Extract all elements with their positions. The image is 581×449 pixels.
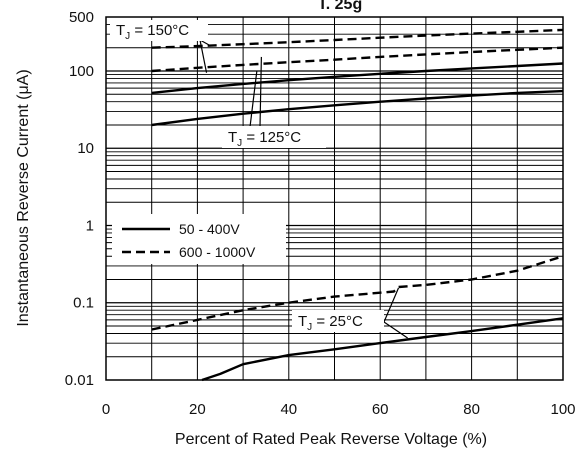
chart-title: T. 25g bbox=[318, 0, 362, 13]
series-line-solid bbox=[151, 62, 564, 95]
x-tick-label: 20 bbox=[189, 401, 206, 418]
legend-box bbox=[112, 214, 286, 264]
y-tick-label: 100 bbox=[69, 63, 94, 80]
annotation-25c-box bbox=[292, 310, 384, 332]
legend-label-solid: 50 - 400V bbox=[179, 221, 240, 237]
annotation-125c-box bbox=[222, 126, 326, 148]
annotation-leader-line bbox=[199, 39, 212, 47]
annotation-leader-line bbox=[199, 39, 208, 73]
annotation-150c: TJ = 150°C bbox=[110, 20, 208, 42]
series-line-dashed bbox=[151, 46, 564, 73]
annotation-leader-line bbox=[249, 71, 258, 128]
annotation-25c: TJ = 25°C bbox=[292, 310, 384, 333]
y-tick-label: 10 bbox=[77, 140, 94, 157]
annotation-25c-text: TJ = 25°C bbox=[298, 313, 363, 333]
plot-frame bbox=[105, 16, 564, 381]
x-tick-label: 100 bbox=[550, 401, 575, 418]
y-tick-label: 0.01 bbox=[65, 372, 94, 389]
annotation-125c-text: TJ = 125°C bbox=[228, 129, 301, 149]
series-line-dashed bbox=[151, 28, 564, 49]
tick-labels: 0 20 40 60 80 100 0.01 0.1 1 10 100 500 bbox=[65, 9, 576, 418]
series-lines bbox=[151, 28, 564, 382]
series-line-solid bbox=[151, 89, 564, 127]
legend-label-dashed: 600 - 1000V bbox=[179, 244, 256, 260]
annotation-150c-text: TJ = 150°C bbox=[116, 22, 189, 42]
y-tick-label: 1 bbox=[86, 217, 94, 234]
x-tick-label: 60 bbox=[372, 401, 389, 418]
series-line-solid bbox=[201, 317, 564, 382]
x-axis-label: Percent of Rated Peak Reverse Voltage (%… bbox=[175, 431, 487, 448]
annotation-leaders bbox=[199, 39, 408, 339]
y-axis-label: Instantaneous Reverse Current (μA) bbox=[15, 69, 32, 326]
x-tick-label: 80 bbox=[463, 401, 480, 418]
annotation-125c: TJ = 125°C bbox=[222, 126, 326, 149]
series-line-dashed bbox=[151, 255, 564, 331]
annotation-leader-line bbox=[383, 287, 400, 323]
x-tick-label: 0 bbox=[102, 401, 110, 418]
y-tick-label: 0.1 bbox=[73, 295, 94, 312]
y-tick-label: 500 bbox=[69, 9, 94, 26]
annotation-150c-box bbox=[110, 20, 208, 41]
annotation-leader-line bbox=[383, 321, 408, 339]
x-tick-label: 40 bbox=[280, 401, 297, 418]
legend: 50 - 400V 600 - 1000V bbox=[112, 214, 286, 264]
annotation-leader-line bbox=[259, 56, 262, 128]
